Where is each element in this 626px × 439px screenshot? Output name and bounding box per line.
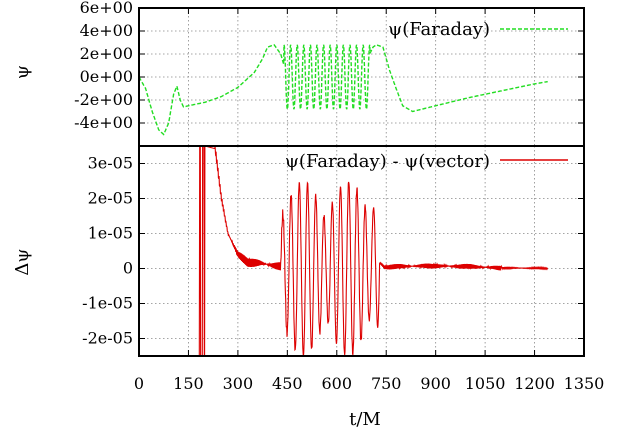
- x-tick-label: 150: [173, 374, 204, 393]
- series-line-faraday: [138, 43, 548, 136]
- legend-label-faraday: ψ(Faraday): [388, 19, 490, 40]
- top-panel-grid: [139, 8, 584, 146]
- bottom-y-axis-label: Δψ: [12, 248, 33, 275]
- x-tick-label: 0: [134, 374, 144, 393]
- legend-label-difference: ψ(Faraday) - ψ(vector): [285, 151, 490, 172]
- bottom-y-tick-label: -2e-05: [82, 329, 133, 348]
- top-y-tick-label: -2e+00: [74, 90, 133, 109]
- bottom-y-tick-label: 0: [123, 259, 133, 278]
- x-tick-label: 1050: [465, 374, 506, 393]
- top-y-tick-label: -4e+00: [74, 113, 133, 132]
- x-tick-label: 300: [223, 374, 254, 393]
- bottom-y-tick-label: -1e-05: [82, 294, 133, 313]
- bottom-panel-ticks: 3e-05 2e-05 1e-05 0 -1e-05 -2e-05 0 150 300 450 60…: [82, 8, 604, 393]
- x-tick-label: 1350: [564, 374, 605, 393]
- bottom-y-tick-label: 3e-05: [88, 154, 133, 173]
- bottom-y-tick-label: 2e-05: [88, 189, 133, 208]
- x-tick-label: 750: [371, 374, 402, 393]
- top-y-tick-label: 6e+00: [80, 0, 133, 17]
- top-y-tick-label: 0e+00: [80, 67, 133, 86]
- bottom-legend: ψ(Faraday) - ψ(vector): [285, 151, 568, 172]
- top-y-tick-label: 2e+00: [80, 44, 133, 63]
- x-tick-label: 900: [420, 374, 451, 393]
- top-panel-frame: [138, 7, 585, 147]
- top-y-axis-label: ψ: [12, 65, 33, 79]
- bottom-panel-grid: [139, 146, 584, 356]
- x-tick-label: 600: [322, 374, 353, 393]
- x-tick-label: 450: [272, 374, 303, 393]
- bottom-y-tick-label: 1e-05: [88, 224, 133, 243]
- bottom-panel-frame: [138, 145, 585, 357]
- x-axis-label: t/M: [349, 409, 381, 430]
- series-line-difference: [198, 145, 549, 357]
- x-tick-label: 1200: [514, 374, 555, 393]
- top-y-tick-label: 4e+00: [80, 21, 133, 40]
- top-panel-y-ticks: 6e+00 4e+00 2e+00 0e+00 -2e+00 -4e+00: [74, 0, 584, 132]
- top-legend: ψ(Faraday): [388, 19, 568, 40]
